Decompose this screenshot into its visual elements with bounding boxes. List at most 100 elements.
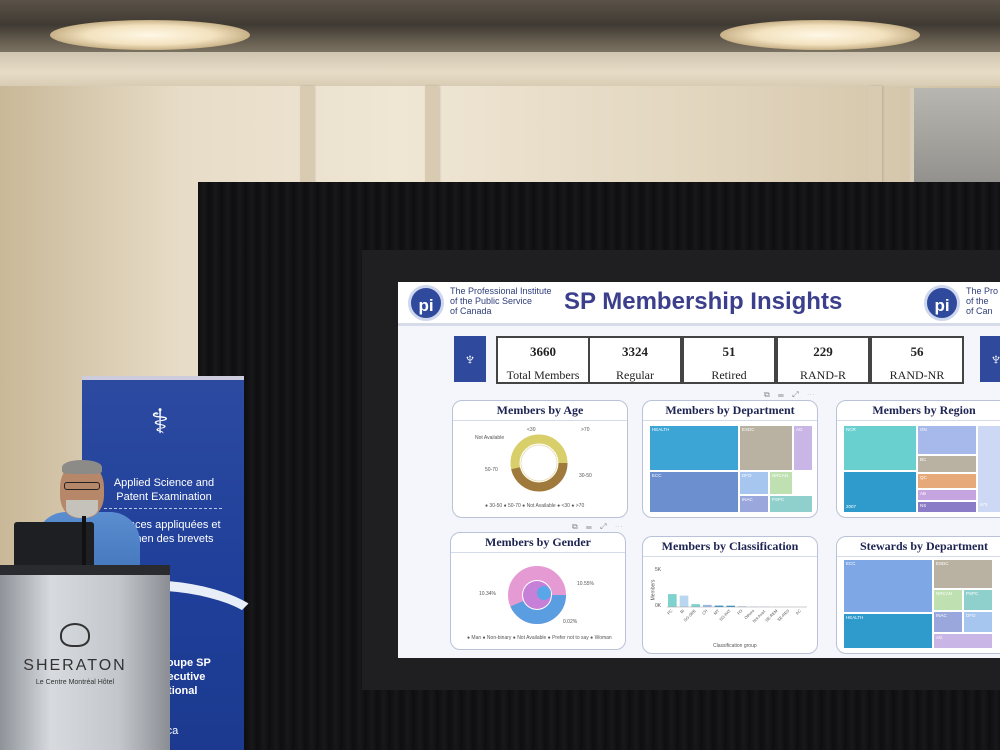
kpi-label: Total Members bbox=[506, 368, 580, 382]
treemap-cell: AB bbox=[917, 489, 977, 501]
sp-logo-icon: ♆ bbox=[980, 336, 1000, 382]
treemap-cell: NRCAN bbox=[769, 471, 793, 495]
sheraton-logo-icon bbox=[60, 623, 90, 647]
gender-legend: ● Man ● Non-binary ● Not Available ● Pre… bbox=[467, 635, 612, 641]
x-tick-label: CH bbox=[701, 608, 709, 616]
cell-label: NRCAN bbox=[936, 591, 953, 596]
kpi-value: 56 bbox=[910, 344, 924, 359]
treemap-cell: HEALTH bbox=[843, 613, 933, 649]
visual-toolbar[interactable]: ⧉ ☰ ⤢ ⋯ bbox=[572, 522, 626, 531]
gender-label: 0.02% bbox=[563, 619, 578, 625]
bar bbox=[714, 605, 724, 607]
cell-label: ESDC bbox=[936, 561, 949, 566]
bar bbox=[749, 606, 759, 607]
x-axis-title: Classification group bbox=[713, 643, 757, 649]
treemap-cell: AG bbox=[933, 633, 993, 649]
microphone bbox=[82, 516, 86, 576]
age-label: 30-50 bbox=[579, 473, 592, 479]
card-header bbox=[453, 401, 627, 421]
treemap-cell: AG bbox=[793, 425, 813, 471]
banner-divider bbox=[104, 508, 222, 509]
cell-label: 2007 bbox=[846, 504, 857, 509]
org-line: of the bbox=[966, 296, 989, 306]
age-label: >70 bbox=[581, 427, 590, 433]
treemap-cell: NRCAN bbox=[933, 589, 963, 611]
card-members-by-classification[interactable]: Members by Classification 5K 0K Members … bbox=[642, 536, 818, 654]
kpi-label: RAND-NR bbox=[889, 368, 945, 382]
org-line: of Can bbox=[966, 306, 993, 316]
treemap-cell: INAC bbox=[933, 611, 963, 633]
x-tick-label: SG-PAT bbox=[718, 608, 732, 622]
age-donut-chart bbox=[510, 434, 568, 492]
kpi-value: 229 bbox=[813, 344, 833, 359]
podium-brand: SHERATON bbox=[23, 657, 127, 674]
cell-label: HEALTH bbox=[846, 615, 864, 620]
cell-label: QC bbox=[920, 475, 927, 480]
x-tick-label: SG-SRE bbox=[682, 608, 697, 623]
treemap-cell: 2007 bbox=[843, 471, 917, 513]
treemap-cell: PSPC bbox=[963, 589, 993, 611]
cell-label: AG bbox=[796, 427, 803, 432]
x-tick-label: SE-RES bbox=[776, 608, 790, 622]
banner-line: Patent Examination bbox=[116, 491, 212, 503]
card-title: Members by Region bbox=[872, 403, 976, 417]
treemap-cell: 675 bbox=[977, 425, 1000, 513]
treemap-cell: ESDC bbox=[739, 425, 793, 471]
kpi-regular: 3324 Regular bbox=[588, 336, 682, 384]
kpi-value: 51 bbox=[722, 344, 736, 359]
visual-toolbar[interactable]: ⧉ ☰ ⤢ ⋯ bbox=[764, 390, 818, 399]
bar bbox=[691, 604, 700, 607]
cell-label: NS bbox=[920, 503, 927, 508]
treemap-cell: HEALTH bbox=[649, 425, 739, 471]
card-members-by-region[interactable]: Members by Region NCR ON BC QC AB NS 200… bbox=[836, 400, 1000, 518]
pipsc-logo-icon: pi bbox=[408, 285, 444, 321]
cell-label: INAC bbox=[936, 613, 947, 618]
card-title: Stewards by Department bbox=[860, 539, 988, 553]
org-name: The Professional Institute of the Public… bbox=[450, 286, 552, 316]
org-line: of the Public Service bbox=[450, 296, 533, 306]
card-members-by-age[interactable]: Members by Age Not Available <30 >70 50-… bbox=[452, 400, 628, 518]
cell-label: HEALTH bbox=[652, 427, 670, 432]
x-tick-label: AC bbox=[794, 608, 802, 616]
treemap-cell: BC bbox=[917, 455, 977, 473]
kpi-label: RAND-R bbox=[799, 368, 846, 382]
treemap-cell: ECC bbox=[843, 559, 933, 613]
kpi-label: Retired bbox=[711, 368, 747, 382]
bar bbox=[668, 594, 677, 607]
card-header bbox=[451, 533, 625, 553]
kpi-value: 3660 bbox=[530, 344, 556, 359]
cell-label: DFO bbox=[742, 473, 752, 478]
bar bbox=[726, 605, 735, 607]
card-title: Members by Classification bbox=[661, 539, 799, 553]
card-members-by-department[interactable]: Members by Department HEALTH ESDC AG ECC… bbox=[642, 400, 818, 518]
wall-pillar bbox=[300, 86, 314, 206]
card-members-by-gender[interactable]: Members by Gender 10.55% 10.34% 0.02% ● … bbox=[450, 532, 626, 650]
treemap-cell: ON bbox=[917, 425, 977, 455]
donut-inner bbox=[520, 444, 558, 482]
kpi-total-members: 3660 Total Members bbox=[496, 336, 590, 384]
bar bbox=[679, 595, 689, 607]
kpi-value: 3324 bbox=[622, 344, 648, 359]
treemap-cell: ECC bbox=[649, 471, 739, 513]
kpi-rand-nr: 56 RAND-NR bbox=[870, 336, 964, 384]
y-tick-label: 5K bbox=[655, 567, 662, 573]
card-stewards-by-department[interactable]: Stewards by Department ECC ESDC HEALTH N… bbox=[836, 536, 1000, 654]
pipsc-logo-icon: pi bbox=[924, 285, 960, 321]
card-title: Members by Age bbox=[496, 403, 584, 417]
treemap-cell: PSPC bbox=[769, 495, 813, 513]
org-name-right: The Pro of the of Can bbox=[966, 286, 998, 316]
doorway bbox=[910, 88, 1000, 193]
bar bbox=[703, 604, 712, 607]
podium: SHERATON Le Centre Montréal Hôtel bbox=[0, 565, 170, 750]
card-title: Members by Department bbox=[665, 403, 795, 417]
cell-label: DFO bbox=[966, 613, 976, 618]
gender-label: 10.55% bbox=[577, 581, 594, 587]
donut-center-segment bbox=[537, 586, 551, 600]
sp-logo-icon: ♆ bbox=[454, 336, 486, 382]
treemap-cell: QC bbox=[917, 473, 977, 489]
org-line: The Pro bbox=[966, 286, 999, 296]
podium-subtitle: Le Centre Montréal Hôtel bbox=[35, 679, 115, 686]
treemap-cell: ESDC bbox=[933, 559, 993, 589]
ceiling-light-left bbox=[50, 20, 250, 50]
